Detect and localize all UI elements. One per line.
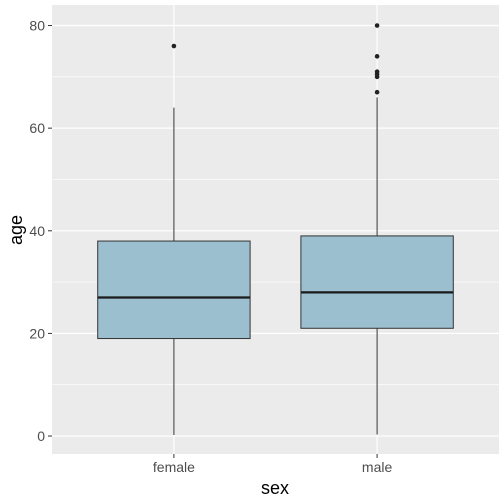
x-axis-title: sex <box>261 478 289 498</box>
y-tick-label: 60 <box>29 120 45 136</box>
y-tick-label: 40 <box>29 223 45 239</box>
outlier-point <box>374 54 380 59</box>
x-axis: female male <box>153 454 393 475</box>
outlier-point <box>374 89 380 95</box>
outlier-point <box>374 23 380 28</box>
box-iqr <box>300 235 454 329</box>
box-iqr <box>97 240 251 340</box>
y-axis: 0 20 40 60 80 <box>29 18 52 444</box>
y-tick-label: 0 <box>37 428 45 444</box>
x-tick-label: female <box>153 459 195 475</box>
y-tick-label: 20 <box>29 325 45 341</box>
box-male <box>300 23 454 435</box>
outlier-point <box>374 69 380 75</box>
box-series <box>97 23 454 436</box>
y-tick-label: 80 <box>29 18 45 34</box>
box-female <box>97 43 251 436</box>
outlier-point <box>171 43 177 49</box>
y-axis-title: age <box>6 215 26 245</box>
x-tick-label: male <box>362 459 393 475</box>
plot-panel <box>52 5 499 454</box>
